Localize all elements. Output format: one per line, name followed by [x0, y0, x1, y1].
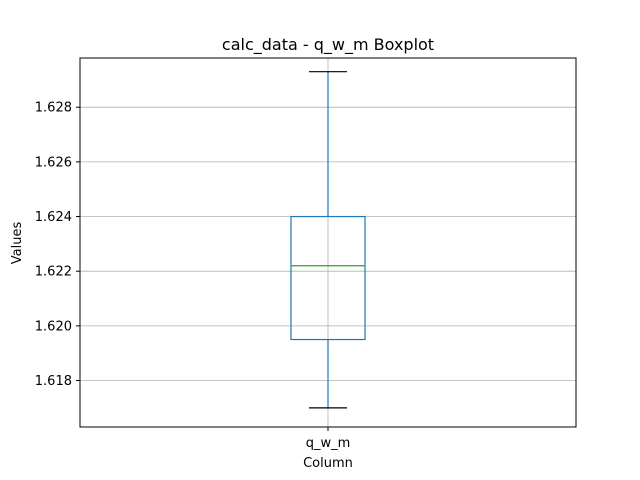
- y-tick-label: 1.624: [35, 210, 72, 225]
- y-tick-label: 1.620: [35, 319, 72, 334]
- x-axis-label: Column: [303, 456, 353, 471]
- plot-area: 1.618 1.620 1.622 1.624 1.626 1.628 q_w_m: [35, 57, 577, 451]
- y-tick-label: 1.622: [35, 265, 72, 280]
- y-axis-label: Values: [10, 222, 25, 265]
- y-tick-label: 1.626: [35, 155, 72, 170]
- y-tick-label: 1.618: [35, 374, 72, 389]
- box-iqr: [290, 215, 366, 341]
- x-tick-label: q_w_m: [306, 436, 351, 451]
- chart-title: calc_data - q_w_m Boxplot: [222, 35, 434, 55]
- y-tick-label: 1.628: [35, 101, 72, 116]
